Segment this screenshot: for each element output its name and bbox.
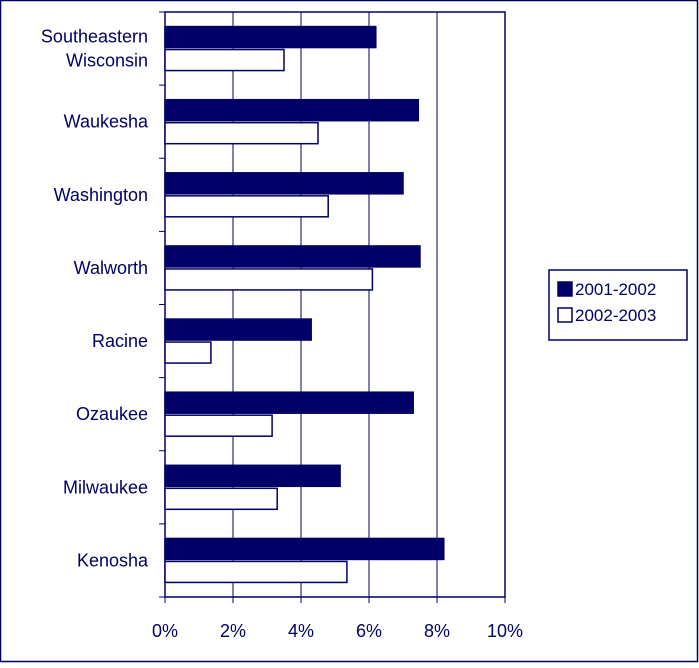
bar-2001-2002 — [164, 25, 377, 49]
legend-label-2001-2002: 2001-2002 — [575, 280, 656, 299]
x-tick-label: 10% — [487, 621, 523, 641]
y-category-label: Racine — [92, 331, 148, 351]
x-tick-label: 2% — [220, 621, 246, 641]
bar-2001-2002 — [164, 464, 341, 488]
y-category-label: Ozaukee — [76, 404, 148, 424]
bar-2002-2003 — [164, 414, 273, 437]
y-category-label: Washington — [54, 185, 148, 205]
bar-2001-2002 — [164, 98, 420, 122]
y-category-label: Southeastern — [41, 27, 148, 47]
bar-2001-2002 — [164, 391, 414, 414]
bar-2002-2003 — [164, 487, 278, 511]
bar-2001-2002 — [164, 318, 312, 341]
bar-2002-2003 — [164, 268, 374, 291]
legend-label-2002-2003: 2002-2003 — [575, 306, 656, 325]
x-tick-label: 0% — [152, 621, 178, 641]
bar-2001-2002 — [164, 537, 445, 561]
y-category-label: Milwaukee — [63, 477, 148, 497]
legend-swatch-2002-2003 — [557, 307, 573, 323]
x-tick-label: 6% — [356, 621, 382, 641]
x-tick-label: 4% — [288, 621, 314, 641]
y-category-label: Kenosha — [77, 550, 149, 570]
bar-2002-2003 — [164, 341, 212, 364]
bar-2002-2003 — [164, 560, 348, 584]
bar-2002-2003 — [164, 48, 285, 72]
x-tick-label: 8% — [424, 621, 450, 641]
bar-2001-2002 — [164, 245, 421, 268]
y-category-label: Waukesha — [64, 112, 149, 132]
bar-2001-2002 — [164, 172, 404, 195]
bar-2002-2003 — [164, 121, 319, 145]
y-category-label: Walworth — [74, 258, 148, 278]
y-category-label: Wisconsin — [66, 51, 148, 71]
legend-swatch-2001-2002 — [557, 281, 573, 297]
bar-2002-2003 — [164, 195, 329, 218]
